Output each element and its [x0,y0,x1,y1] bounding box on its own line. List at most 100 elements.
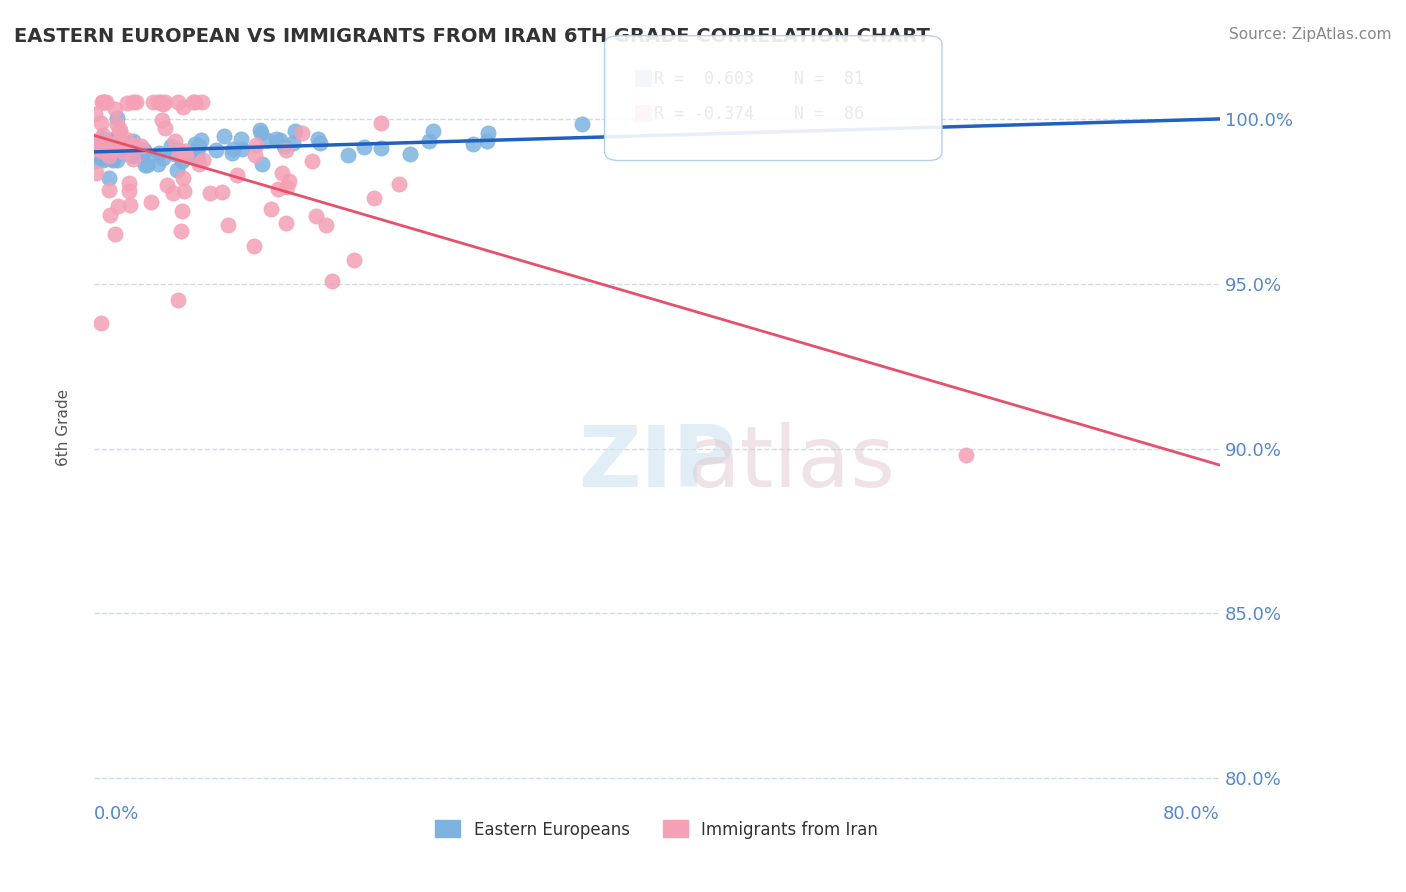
Text: EASTERN EUROPEAN VS IMMIGRANTS FROM IRAN 6TH GRADE CORRELATION CHART: EASTERN EUROPEAN VS IMMIGRANTS FROM IRAN… [14,27,929,45]
Point [188,139,211,153]
Text: 0.0%: 0.0% [94,805,139,822]
Point [250,157,273,171]
Point [89,133,111,147]
Text: R = -0.374    N =  86: R = -0.374 N = 86 [654,105,863,123]
Point [245,137,267,152]
Point [117,139,139,153]
Point [120,136,142,151]
Point [291,126,314,140]
Point [249,126,271,140]
Point [174,144,197,158]
Point [104,102,127,116]
Point [170,204,193,219]
Point [190,133,212,147]
Point [91,136,114,150]
Point [388,177,411,191]
Point [93,151,115,165]
Point [160,139,183,153]
Point [150,95,173,110]
Point [146,95,169,110]
Point [84,153,107,168]
Point [153,95,176,110]
Point [221,142,243,156]
Point [122,95,145,110]
Point [104,141,127,155]
Point [301,153,323,168]
Point [100,152,122,166]
Point [152,97,174,112]
Point [84,107,107,121]
Point [172,170,194,185]
Text: ■: ■ [633,103,654,122]
Point [115,96,138,111]
Point [101,153,124,168]
Point [101,133,124,147]
Point [183,95,205,110]
Point [226,168,249,182]
Point [134,158,156,172]
Point [152,151,174,165]
Point [97,148,120,162]
Point [124,146,146,161]
Point [108,130,131,145]
Point [475,134,498,148]
Point [217,219,239,233]
Point [118,176,141,190]
Point [398,146,420,161]
Point [84,142,107,156]
Point [135,158,157,172]
Point [184,137,207,152]
Point [100,137,122,152]
Point [221,145,243,160]
Point [183,95,205,110]
Point [336,147,359,161]
Point [111,136,134,151]
Point [463,137,485,152]
Point [305,210,328,224]
Point [86,135,108,149]
Point [274,216,297,230]
Point [87,149,110,163]
Point [98,208,121,222]
Point [315,218,337,232]
Point [173,185,195,199]
Point [422,124,444,138]
Point [260,202,283,216]
Point [93,95,115,110]
Point [277,174,299,188]
Point [274,144,297,158]
Text: ■: ■ [633,67,654,87]
Point [267,182,290,196]
Point [150,113,173,128]
Point [276,179,298,194]
Point [571,118,593,132]
Point [155,121,177,136]
Point [370,116,392,130]
Point [104,227,127,242]
Point [186,153,208,167]
Text: 80.0%: 80.0% [1163,805,1220,822]
Point [266,132,288,146]
Point [142,95,165,110]
Point [129,139,152,153]
Point [191,95,214,110]
Point [188,157,211,171]
Point [122,149,145,163]
Point [124,137,146,152]
Point [121,134,143,148]
Point [105,135,128,149]
Point [115,132,138,146]
Point [242,239,264,253]
Point [121,152,143,166]
Point [198,186,221,200]
Text: Source: ZipAtlas.com: Source: ZipAtlas.com [1229,27,1392,42]
Point [163,134,186,148]
Point [172,99,194,113]
Point [91,95,114,110]
Point [273,138,295,153]
Point [243,148,266,162]
Point [118,184,141,198]
Text: ZIP: ZIP [578,423,735,506]
Point [477,126,499,140]
Point [418,134,440,148]
